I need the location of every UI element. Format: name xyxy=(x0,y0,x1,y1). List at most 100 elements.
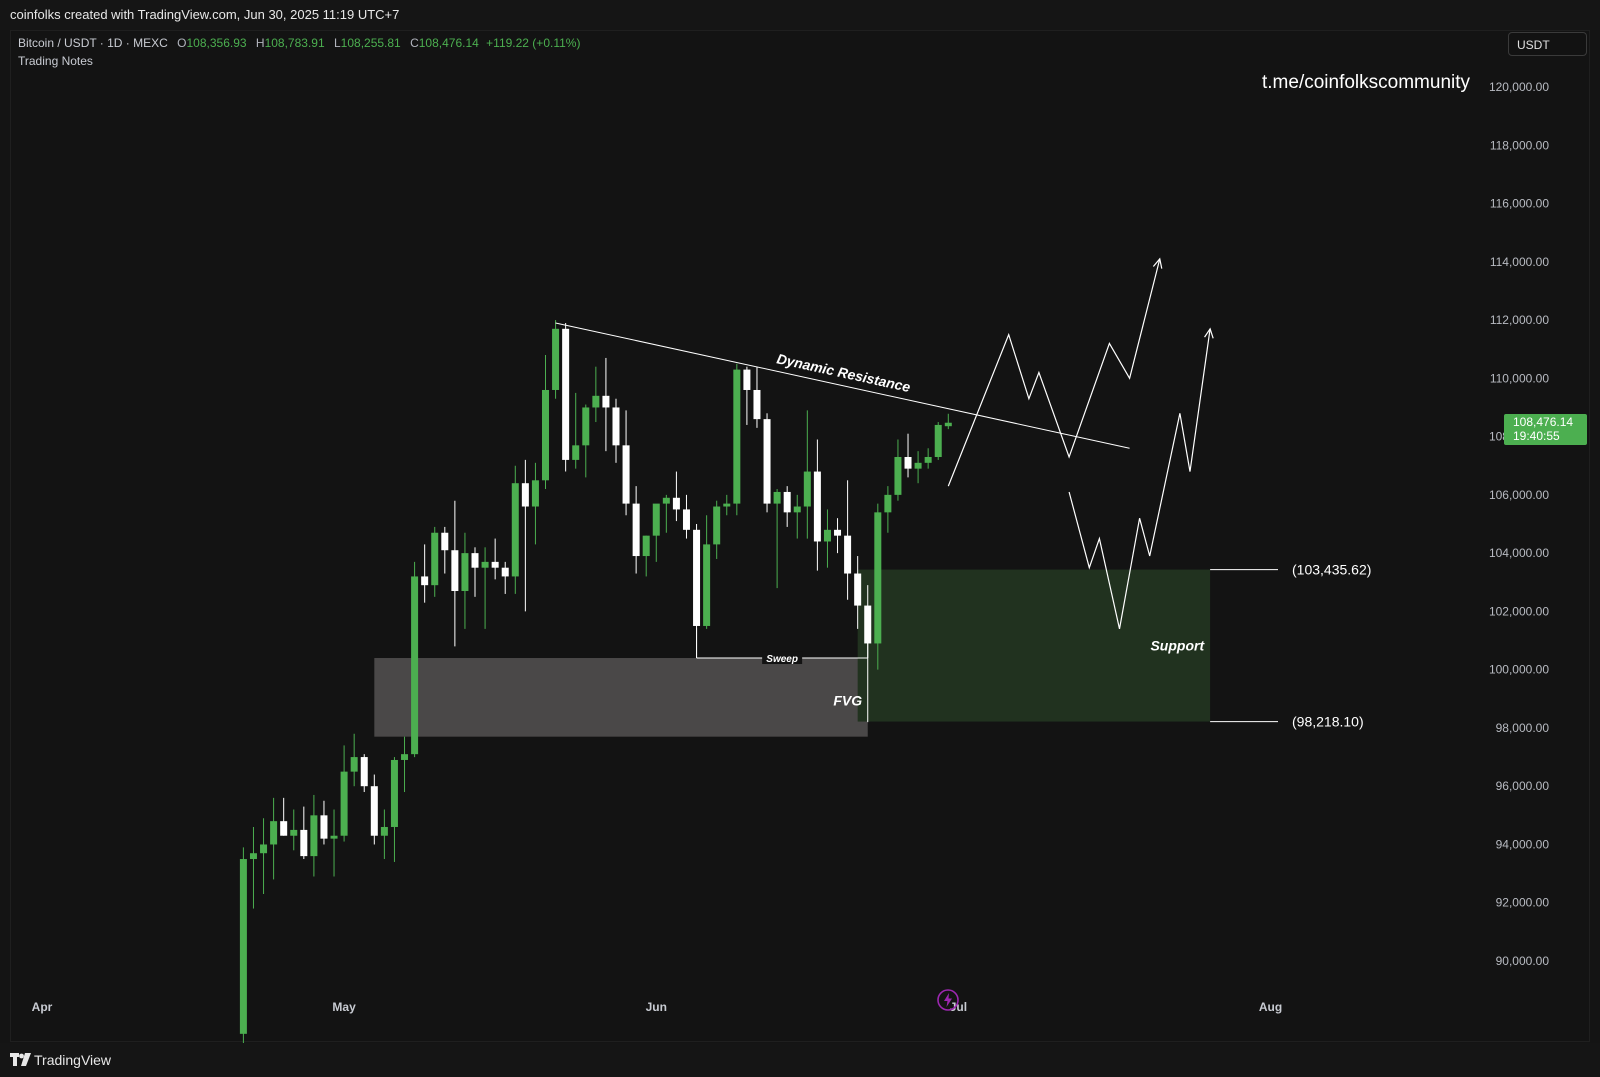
candle-body xyxy=(481,561,489,568)
candle-body xyxy=(632,503,640,557)
candle-body xyxy=(350,757,358,772)
close-key: C xyxy=(410,36,419,50)
open-value: 108,356.93 xyxy=(186,36,247,50)
candle-body xyxy=(531,480,539,507)
candle-body xyxy=(642,535,650,557)
candle-body xyxy=(844,535,852,574)
y-axis-tick-label: 102,000.00 xyxy=(1489,604,1549,618)
candle-body xyxy=(461,553,469,592)
candle-body xyxy=(612,407,620,446)
last-price-value: 108,476.14 xyxy=(1513,415,1574,429)
y-axis-tick-label: 118,000.00 xyxy=(1490,138,1549,152)
support-zone xyxy=(857,569,1211,722)
x-axis-tick-label: Aug xyxy=(1259,1000,1282,1014)
support-top-label: (103,435.62) xyxy=(1292,562,1371,578)
change-value: +119.22 (+0.11%) xyxy=(486,36,581,50)
candle-body xyxy=(944,422,952,427)
candle-body xyxy=(693,529,701,626)
candle-body xyxy=(582,407,590,446)
candle-body xyxy=(602,395,610,408)
candle-body xyxy=(682,509,690,530)
sweep-label-bg xyxy=(762,651,803,665)
candle-body xyxy=(743,369,751,390)
x-axis-tick-label: Apr xyxy=(32,1000,53,1014)
candle-body xyxy=(703,544,711,626)
candle-body xyxy=(924,456,932,463)
footer-brand[interactable]: TradingView xyxy=(34,1052,112,1068)
y-axis-tick-label: 92,000.00 xyxy=(1496,896,1550,910)
candle-body xyxy=(864,605,872,644)
candle-body xyxy=(723,503,731,507)
candle-body xyxy=(280,821,288,836)
candle-body xyxy=(763,419,771,504)
candle-body xyxy=(380,826,388,836)
bar-countdown: 19:40:55 xyxy=(1513,429,1560,443)
candle-body xyxy=(783,491,791,513)
candle-body xyxy=(672,497,680,510)
fvg-zone xyxy=(374,658,868,737)
tradingview-logo-icon[interactable] xyxy=(10,1053,32,1072)
candle-body xyxy=(320,815,328,839)
last-price-tag: 108,476.14 19:40:55 xyxy=(1504,414,1587,445)
candle-body xyxy=(592,395,600,408)
footer-bar: TradingView xyxy=(0,1043,1600,1077)
candle-body xyxy=(431,532,439,586)
sweep-label: Sweep xyxy=(766,654,798,665)
candle-body xyxy=(622,445,630,504)
support-label: Support xyxy=(1150,638,1205,654)
currency-button[interactable]: USDT xyxy=(1508,32,1587,56)
projection-path-primary-arrowhead xyxy=(1152,257,1163,269)
projection-path-primary xyxy=(947,258,1161,487)
candle-body xyxy=(934,424,942,457)
candle-body xyxy=(884,494,892,513)
candle-body xyxy=(753,389,761,420)
candle-body xyxy=(290,829,298,836)
candle-body xyxy=(662,497,670,504)
candle-body xyxy=(441,532,449,551)
candle-body xyxy=(411,576,419,755)
candle-body xyxy=(390,759,398,827)
y-axis-tick-label: 94,000.00 xyxy=(1496,837,1550,851)
x-axis-tick-label: May xyxy=(332,1000,356,1014)
candle-body xyxy=(370,786,378,836)
y-axis-tick-label: 90,000.00 xyxy=(1496,954,1550,968)
candle-body xyxy=(562,328,570,460)
candle-body xyxy=(501,567,509,577)
y-axis-tick-label: 110,000.00 xyxy=(1490,371,1549,385)
candle-body xyxy=(914,462,922,469)
trading-notes-label[interactable]: Trading Notes xyxy=(18,54,93,68)
candle-body xyxy=(511,483,519,577)
candle-body xyxy=(904,456,912,469)
y-axis-tick-label: 120,000.00 xyxy=(1489,80,1549,94)
candle-body xyxy=(270,821,278,845)
candle-body xyxy=(552,328,560,390)
candle-body xyxy=(491,561,499,568)
candle-body xyxy=(773,491,781,504)
candle-body xyxy=(360,757,368,787)
symbol-name[interactable]: Bitcoin / USDT · 1D · MEXC xyxy=(18,36,168,50)
projection-path-alternate-arrowhead xyxy=(1204,327,1214,339)
high-key: H xyxy=(255,36,265,50)
y-axis-tick-label: 98,000.00 xyxy=(1496,721,1550,735)
candle-body xyxy=(260,844,268,854)
close-value: 108,476.14 xyxy=(418,36,479,50)
candle-body xyxy=(471,553,479,568)
high-value: 108,783.91 xyxy=(264,36,325,50)
y-axis-tick-label: 100,000.00 xyxy=(1489,663,1549,677)
watermark-text: t.me/coinfolkscommunity xyxy=(1262,72,1471,93)
candle-body xyxy=(813,471,821,542)
candle-body xyxy=(300,829,308,857)
lightning-icon[interactable] xyxy=(936,988,960,1017)
candle-body xyxy=(239,859,247,1034)
y-axis-tick-label: 106,000.00 xyxy=(1489,488,1549,502)
candle-body xyxy=(572,445,580,460)
candle-body xyxy=(340,771,348,836)
y-axis-tick-label: 116,000.00 xyxy=(1490,197,1549,211)
candle-body xyxy=(823,529,831,542)
candle-body xyxy=(834,529,842,536)
candle-body xyxy=(713,506,721,545)
chart-canvas[interactable]: 120,000.00 118,000.00 116,000.00 114,000.00… xyxy=(0,0,1600,1043)
support-bottom-label: (98,218.10) xyxy=(1292,714,1364,730)
candle-body xyxy=(894,456,902,495)
candle-body xyxy=(542,389,549,481)
